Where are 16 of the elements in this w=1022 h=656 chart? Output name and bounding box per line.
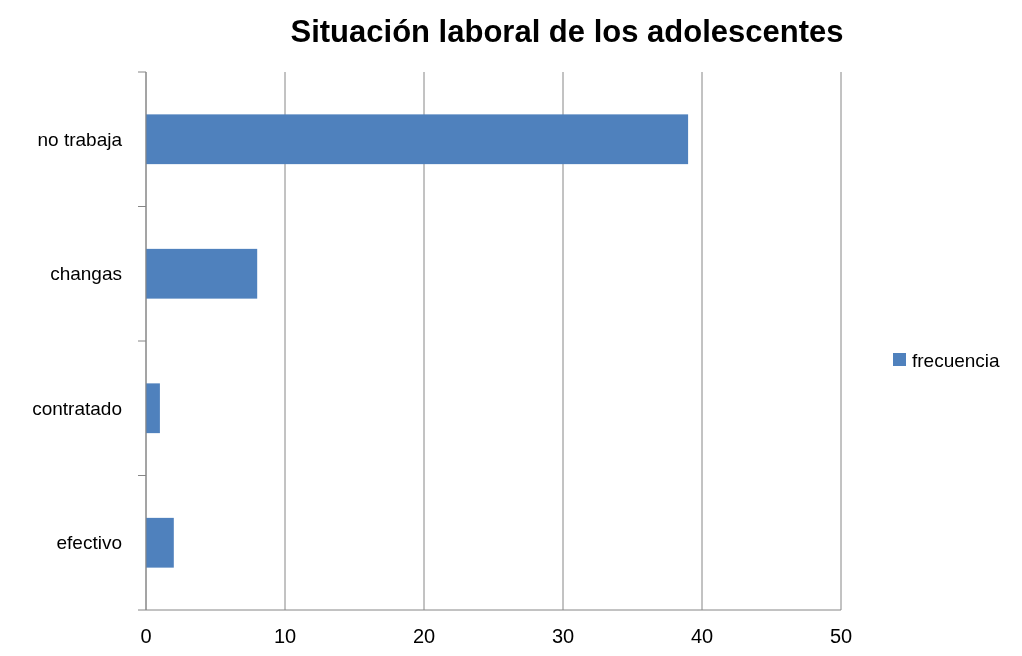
bar <box>146 114 689 165</box>
legend-label: frecuencia <box>912 349 1001 371</box>
bar <box>146 248 258 299</box>
x-tick-label: 20 <box>412 625 436 647</box>
x-tick-label: 10 <box>273 625 297 647</box>
chart-title: Situación laboral de los adolescentes <box>290 14 844 49</box>
y-tick-label: no trabaja <box>37 128 123 150</box>
y-tick-label: changas <box>50 263 122 285</box>
x-tick-label: 40 <box>690 625 714 647</box>
x-tick-label: 30 <box>551 625 575 647</box>
bar <box>146 383 160 434</box>
y-tick-label: efectivo <box>56 532 122 554</box>
y-tick-label: contratado <box>32 397 122 419</box>
x-tick-label: 50 <box>829 625 853 647</box>
x-tick-label: 0 <box>140 625 152 647</box>
bar <box>146 517 174 568</box>
